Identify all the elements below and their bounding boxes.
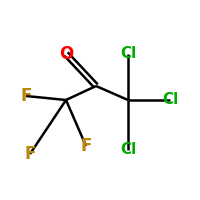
- Text: F: F: [80, 137, 92, 155]
- Text: F: F: [24, 145, 36, 163]
- Text: Cl: Cl: [162, 92, 178, 108]
- Text: Cl: Cl: [120, 46, 136, 62]
- Text: F: F: [20, 87, 32, 105]
- Text: O: O: [59, 45, 73, 63]
- Text: Cl: Cl: [120, 142, 136, 158]
